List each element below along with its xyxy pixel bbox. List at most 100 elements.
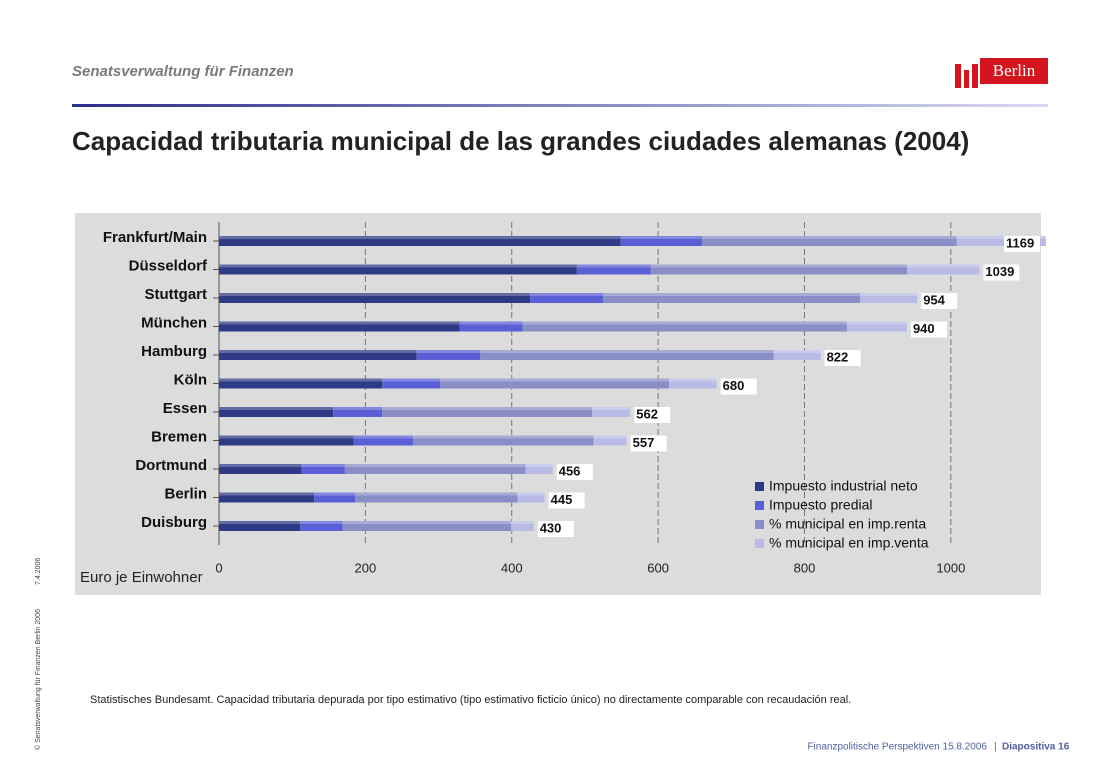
total-label-bg bbox=[720, 378, 757, 395]
total-label-bg bbox=[548, 492, 585, 509]
bar-highlight bbox=[525, 464, 553, 467]
x-tick-label: 0 bbox=[215, 560, 222, 575]
footer-presentation: Finanzpolitische Perspektiven 15.8.2006 bbox=[807, 742, 987, 753]
legend-swatch bbox=[755, 501, 764, 510]
bar-highlight bbox=[416, 350, 481, 353]
bar-highlight bbox=[603, 293, 861, 296]
total-label-bg bbox=[824, 350, 861, 366]
bar-highlight bbox=[382, 407, 593, 410]
legend-label: % municipal en imp.renta bbox=[769, 516, 926, 532]
bar-highlight bbox=[219, 407, 334, 410]
bar-segment bbox=[219, 435, 354, 446]
bar-segment bbox=[300, 521, 343, 531]
y-tick-label: Essen bbox=[163, 400, 207, 417]
bar-segment bbox=[342, 521, 512, 531]
bar-highlight bbox=[576, 264, 651, 268]
bar-segment bbox=[511, 521, 534, 531]
bar-highlight bbox=[219, 321, 460, 325]
total-label: 822 bbox=[827, 349, 849, 364]
logo-text: Berlin bbox=[993, 61, 1036, 80]
bar-highlight bbox=[353, 435, 413, 439]
bar-segment bbox=[650, 264, 907, 275]
bar-highlight bbox=[382, 378, 441, 382]
bar-highlight bbox=[592, 407, 631, 410]
x-tick-label: 1000 bbox=[936, 560, 965, 575]
y-tick-label: Duisburg bbox=[141, 514, 207, 531]
bar-segment bbox=[219, 350, 417, 360]
bar-segment bbox=[530, 293, 604, 303]
y-tick-label: Berlin bbox=[164, 485, 207, 502]
bar-segment bbox=[620, 236, 703, 246]
bar-highlight bbox=[522, 321, 847, 325]
bar-segment bbox=[702, 236, 957, 246]
footnote: Statistisches Bundesamt. Capacidad tribu… bbox=[90, 694, 851, 706]
y-tick-label: Stuttgart bbox=[145, 286, 208, 303]
total-label: 1039 bbox=[985, 264, 1014, 279]
bar-highlight bbox=[459, 321, 523, 325]
bar-highlight bbox=[593, 435, 627, 439]
bar-segment bbox=[603, 293, 861, 303]
bar-highlight bbox=[219, 264, 577, 268]
bar-segment bbox=[219, 236, 621, 246]
total-label: 562 bbox=[636, 406, 658, 421]
bar-segment bbox=[344, 464, 526, 474]
header-rule bbox=[72, 104, 1048, 107]
bar-highlight bbox=[480, 350, 774, 353]
bar-highlight bbox=[511, 521, 534, 524]
total-label: 445 bbox=[551, 492, 573, 507]
bar-highlight bbox=[300, 521, 343, 524]
y-tick-label: München bbox=[141, 314, 207, 331]
x-axis-label: Euro je Einwohner bbox=[80, 569, 203, 586]
bar-segment bbox=[219, 293, 531, 303]
x-tick-label: 600 bbox=[647, 560, 669, 575]
bar-highlight bbox=[669, 378, 717, 382]
bar-segment bbox=[846, 321, 907, 332]
bar-segment bbox=[576, 264, 651, 275]
agency: Senatsverwaltung für Finanzen bbox=[72, 63, 294, 80]
x-tick-label: 800 bbox=[794, 560, 816, 575]
bar-highlight bbox=[219, 521, 301, 524]
bar-highlight bbox=[344, 464, 526, 467]
bar-highlight bbox=[702, 236, 957, 239]
total-label: 430 bbox=[540, 520, 562, 535]
bar-highlight bbox=[440, 378, 670, 382]
bar-highlight bbox=[906, 264, 980, 268]
bar-highlight bbox=[219, 492, 315, 496]
legend-swatch bbox=[755, 482, 764, 491]
chart-title: Capacidad tributaria municipal de las gr… bbox=[72, 126, 970, 156]
bar-segment bbox=[860, 293, 918, 303]
total-label-bg bbox=[1004, 236, 1040, 252]
bar-highlight bbox=[412, 435, 594, 439]
total-label: 557 bbox=[633, 435, 655, 450]
bar-highlight bbox=[219, 435, 354, 439]
total-label-bg bbox=[910, 321, 947, 338]
bar-segment bbox=[459, 321, 523, 332]
bar-segment bbox=[219, 464, 302, 474]
bar-segment bbox=[382, 407, 593, 417]
date: 7.4.2006 bbox=[35, 558, 42, 585]
y-tick-label: Hamburg bbox=[141, 343, 207, 360]
bar-highlight bbox=[846, 321, 907, 325]
bar-highlight bbox=[219, 236, 621, 239]
bar-highlight bbox=[219, 378, 383, 382]
total-label-bg bbox=[630, 435, 667, 452]
total-label: 1169 bbox=[1006, 235, 1034, 250]
bar-segment bbox=[219, 378, 383, 389]
bar-segment bbox=[314, 492, 356, 503]
bar-segment bbox=[480, 350, 774, 360]
bar-highlight bbox=[219, 350, 417, 353]
bar-segment bbox=[517, 492, 545, 503]
bar-segment bbox=[522, 321, 847, 332]
bar-segment bbox=[333, 407, 383, 417]
bar-highlight bbox=[333, 407, 383, 410]
y-tick-label: Köln bbox=[174, 371, 207, 388]
total-label: 456 bbox=[559, 463, 581, 478]
total-label-bg bbox=[537, 521, 574, 537]
total-label-bg bbox=[921, 293, 958, 309]
bar-segment bbox=[355, 492, 518, 503]
bar-highlight bbox=[342, 521, 512, 524]
y-tick-label: Bremen bbox=[151, 428, 207, 445]
bar-segment bbox=[669, 378, 717, 389]
